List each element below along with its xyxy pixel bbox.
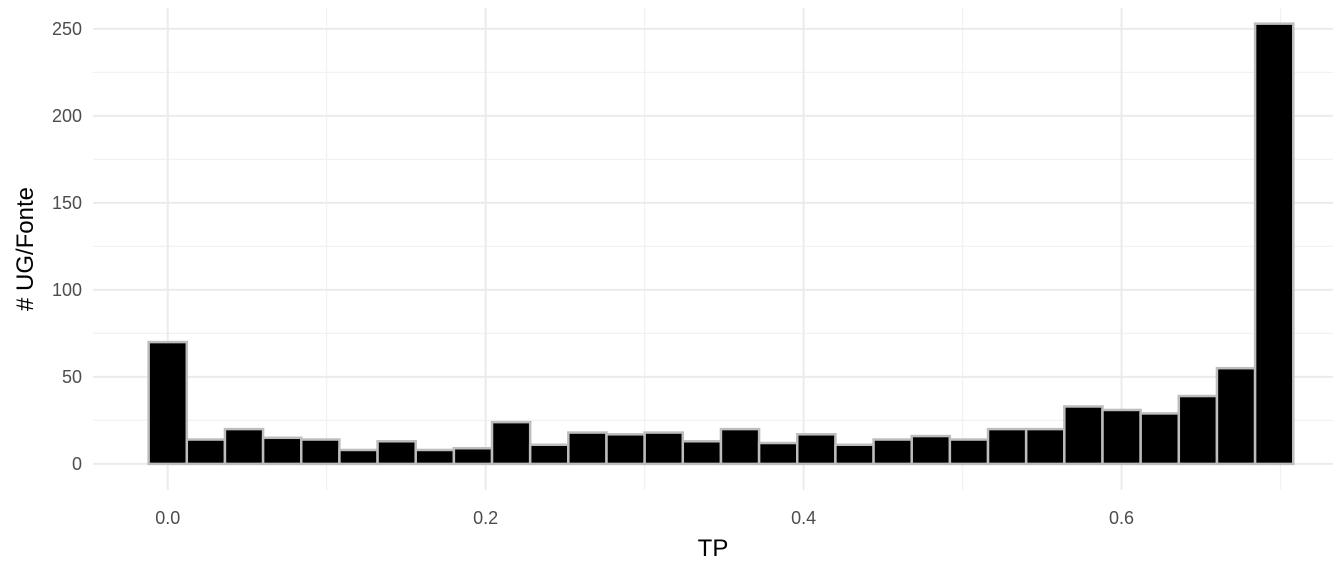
histogram-bars: [147, 22, 1295, 466]
histogram-bar: [1139, 412, 1181, 466]
histogram-bar: [796, 433, 837, 466]
histogram-bar: [834, 443, 875, 466]
histogram-bar: [681, 440, 723, 466]
histogram-bar: [1177, 394, 1219, 466]
histogram-bar: [452, 446, 494, 466]
histogram-bar: [147, 340, 189, 466]
y-tick-label: 50: [62, 367, 82, 387]
histogram-bar: [1253, 22, 1295, 466]
y-tick-label: 200: [52, 106, 82, 126]
histogram-bar: [948, 438, 990, 466]
histogram-bar: [872, 438, 913, 466]
histogram-bar: [185, 438, 227, 466]
x-axis-tick-labels: 0.0 0.2 0.4 0.6: [155, 508, 1134, 528]
histogram-bar: [338, 448, 379, 466]
x-tick-label: 0.4: [791, 508, 816, 528]
histogram-bar: [719, 427, 761, 466]
x-axis-title: TP: [698, 535, 729, 562]
histogram-bar: [261, 436, 303, 466]
y-tick-label: 0: [72, 454, 82, 474]
histogram-bar: [223, 427, 265, 466]
histogram-bar: [1215, 366, 1257, 466]
histogram-bar: [490, 420, 532, 466]
histogram-bar: [910, 434, 952, 466]
histogram-bar: [567, 431, 608, 466]
histogram-bar: [1101, 408, 1142, 466]
histogram-bar: [414, 448, 456, 466]
y-tick-label: 150: [52, 193, 82, 213]
y-tick-label: 100: [52, 280, 82, 300]
histogram-bar: [757, 441, 799, 466]
histogram-bar: [605, 433, 646, 466]
x-tick-label: 0.0: [155, 508, 180, 528]
histogram-bar: [643, 431, 685, 466]
y-tick-label: 250: [52, 19, 82, 39]
y-axis-title: # UG/Fonte: [12, 187, 39, 311]
histogram-bar: [986, 427, 1028, 466]
histogram-bar: [376, 440, 417, 466]
x-tick-label: 0.6: [1109, 508, 1134, 528]
histogram-bar: [528, 443, 570, 466]
histogram-bar: [300, 438, 341, 466]
histogram-bar: [1063, 405, 1104, 466]
x-tick-label: 0.2: [473, 508, 498, 528]
histogram-bar: [1024, 427, 1066, 466]
y-axis-tick-labels: 0 50 100 150 200 250: [52, 19, 82, 474]
